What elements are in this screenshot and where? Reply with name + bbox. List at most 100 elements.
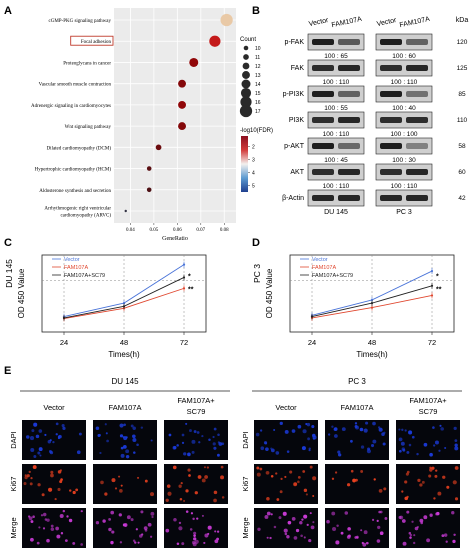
cell-nucleus	[433, 444, 436, 447]
cell-nucleus	[454, 466, 459, 470]
blot-band	[338, 91, 360, 97]
cell-nucleus	[193, 531, 197, 535]
cell-nucleus	[270, 474, 274, 478]
cell-nucleus	[110, 540, 114, 545]
cell-nucleus	[383, 487, 387, 491]
cell-nucleus	[377, 426, 381, 429]
cell-nucleus	[273, 428, 276, 431]
protein-label: AKT	[290, 169, 304, 176]
cell-nucleus	[32, 515, 35, 518]
fdr-tick-label-2: 4	[252, 170, 255, 176]
cell-nucleus	[398, 437, 403, 442]
cell-nucleus	[404, 496, 409, 501]
cell-nucleus	[327, 433, 331, 436]
cell-nucleus	[136, 443, 139, 447]
cell-nucleus	[264, 515, 269, 519]
cell-nucleus	[59, 513, 64, 518]
cell-nucleus	[332, 527, 337, 532]
cell-nucleus	[373, 478, 376, 481]
series-point	[182, 263, 186, 266]
cell-nucleus	[379, 531, 384, 536]
cell-nucleus	[189, 528, 193, 531]
micrograph	[164, 420, 228, 460]
cell-nucleus	[49, 451, 54, 455]
cell-nucleus	[278, 516, 282, 520]
x-axis-label: Times(h)	[108, 350, 140, 359]
blot-band	[406, 143, 428, 149]
cell-nucleus	[334, 471, 338, 474]
cell-nucleus	[310, 525, 315, 530]
cell-nucleus	[203, 541, 206, 545]
cell-nucleus	[198, 441, 201, 444]
panel-e-immunofluorescence: DU 145 Vector FAM107A FAM107A+ SC79 DAPI Ki67 M…	[9, 377, 462, 548]
cell-nucleus	[126, 515, 131, 520]
micrograph	[254, 464, 318, 504]
cell-nucleus	[111, 530, 115, 534]
kda-value: 60	[458, 169, 466, 176]
blot-band	[338, 39, 360, 45]
pathway-label: Proteoglycans in cancer	[63, 61, 111, 66]
fdr-color-bar	[241, 136, 248, 192]
blot-band	[406, 39, 428, 45]
cell-nucleus	[132, 434, 136, 439]
blot-box	[375, 137, 433, 155]
cell-nucleus	[185, 422, 188, 426]
y-axis-label: OD 450 Value	[17, 268, 26, 318]
cell-nucleus	[306, 422, 311, 427]
cell-nucleus	[309, 465, 313, 469]
lane-label: Vector	[376, 17, 398, 28]
cell-nucleus	[421, 480, 425, 484]
blot-box	[375, 59, 433, 77]
cell-nucleus	[301, 518, 304, 521]
x-tick-label: 72	[428, 338, 436, 347]
blot-band	[338, 65, 360, 71]
x-tick-label: 48	[368, 338, 376, 347]
cell-nucleus	[187, 452, 191, 457]
series-point	[370, 306, 374, 309]
fdr-legend-title: -log10(FDR)	[240, 128, 273, 134]
cell-nucleus	[217, 453, 220, 457]
fdr-ticks: 2 3 4 5	[248, 144, 255, 189]
cell-nucleus	[297, 424, 302, 429]
cell-nucleus	[454, 446, 459, 451]
kda-value: 58	[458, 143, 466, 150]
row-label: Merge	[9, 517, 18, 538]
pathway-label: cardiomyopathy (ARVC)	[60, 214, 111, 219]
cell-nucleus	[337, 450, 341, 454]
cell-nucleus	[309, 512, 312, 515]
cell-nucleus	[338, 453, 342, 457]
cell-nucleus	[217, 433, 220, 436]
fdr-tick-label-1: 3	[252, 157, 255, 163]
band-ratio: 100 : 55	[324, 105, 348, 112]
cell-nucleus	[50, 473, 54, 478]
cell-nucleus	[286, 450, 290, 453]
blot-band	[338, 195, 360, 201]
cell-nucleus	[411, 435, 415, 439]
cell-nucleus	[132, 539, 136, 542]
cell-nucleus	[190, 512, 194, 515]
cell-nucleus	[340, 531, 344, 535]
cell-nucleus	[401, 519, 406, 523]
cell-nucleus	[30, 520, 34, 524]
blot-band	[312, 143, 334, 149]
cell-nucleus	[172, 465, 177, 470]
series-point	[430, 284, 434, 287]
cell-nucleus	[42, 527, 46, 530]
cell-nucleus	[363, 530, 368, 535]
cell-nucleus	[399, 449, 402, 453]
blot-box	[375, 163, 433, 181]
cell-nucleus	[29, 482, 33, 486]
blot-band	[338, 117, 360, 123]
protein-label: p-AKT	[284, 143, 305, 150]
cell-nucleus	[382, 442, 386, 446]
cell-nucleus	[286, 535, 290, 539]
cell-nucleus	[367, 447, 371, 451]
cell-nucleus	[50, 524, 54, 528]
cell-nucleus	[306, 523, 309, 527]
count-legend-dot-7	[239, 104, 253, 118]
cell-nucleus	[303, 488, 308, 493]
cell-nucleus	[64, 539, 68, 543]
cell-nucleus	[409, 533, 413, 537]
cell-nucleus	[216, 530, 220, 533]
